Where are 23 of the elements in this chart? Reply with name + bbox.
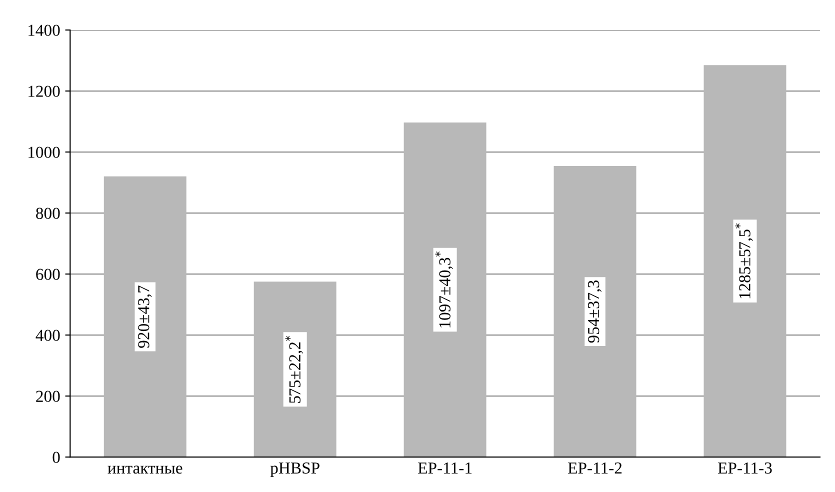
y-tick-label: 800 xyxy=(36,208,60,219)
x-tick-label: интактные xyxy=(108,466,182,474)
y-tick-label: 1200 xyxy=(28,86,60,97)
bar xyxy=(104,176,186,458)
data-label: 954±37,3 xyxy=(588,280,602,343)
data-label: 920±43,7 xyxy=(138,286,152,348)
bar xyxy=(254,282,336,458)
y-tick-label: 200 xyxy=(36,390,60,402)
y-tick-label: 0 xyxy=(52,452,60,464)
data-label: 1097±40,3$^{*}$ xyxy=(435,252,453,328)
y-tick-label: 600 xyxy=(36,268,60,280)
data-label: 1285±57,5$^{*}$ xyxy=(735,223,753,298)
data-label: 575±22,2$^{*}$ xyxy=(285,336,303,403)
y-tick-label: 400 xyxy=(36,330,60,341)
x-tick-label: EP-11-2 xyxy=(568,462,622,474)
bar xyxy=(704,65,786,458)
x-tick-label: pHBSP xyxy=(270,462,320,478)
bar xyxy=(554,166,636,458)
bar xyxy=(404,122,486,458)
x-tick-label: EP-11-1 xyxy=(418,462,472,474)
y-tick-label: 1000 xyxy=(28,146,60,158)
x-tick-label: EP-11-3 xyxy=(718,462,772,474)
y-tick-label: 1400 xyxy=(28,24,60,36)
